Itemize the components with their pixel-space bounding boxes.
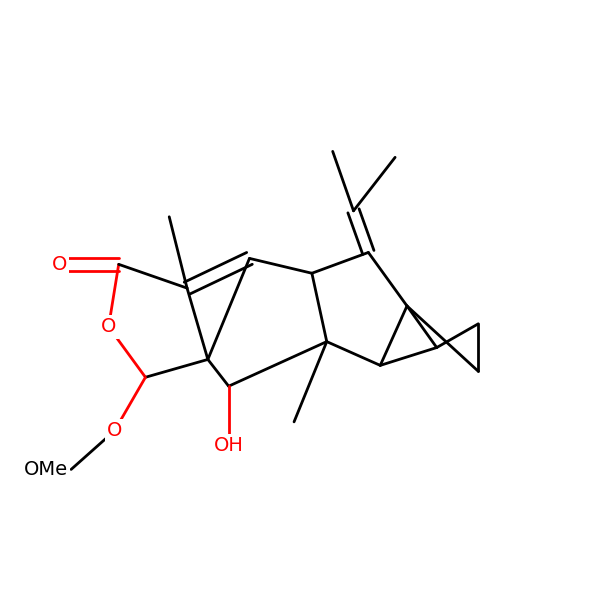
Text: OMe: OMe <box>24 460 68 479</box>
Text: O: O <box>107 421 122 440</box>
Text: OH: OH <box>214 436 244 455</box>
Text: O: O <box>101 317 116 336</box>
Text: O: O <box>52 255 67 274</box>
